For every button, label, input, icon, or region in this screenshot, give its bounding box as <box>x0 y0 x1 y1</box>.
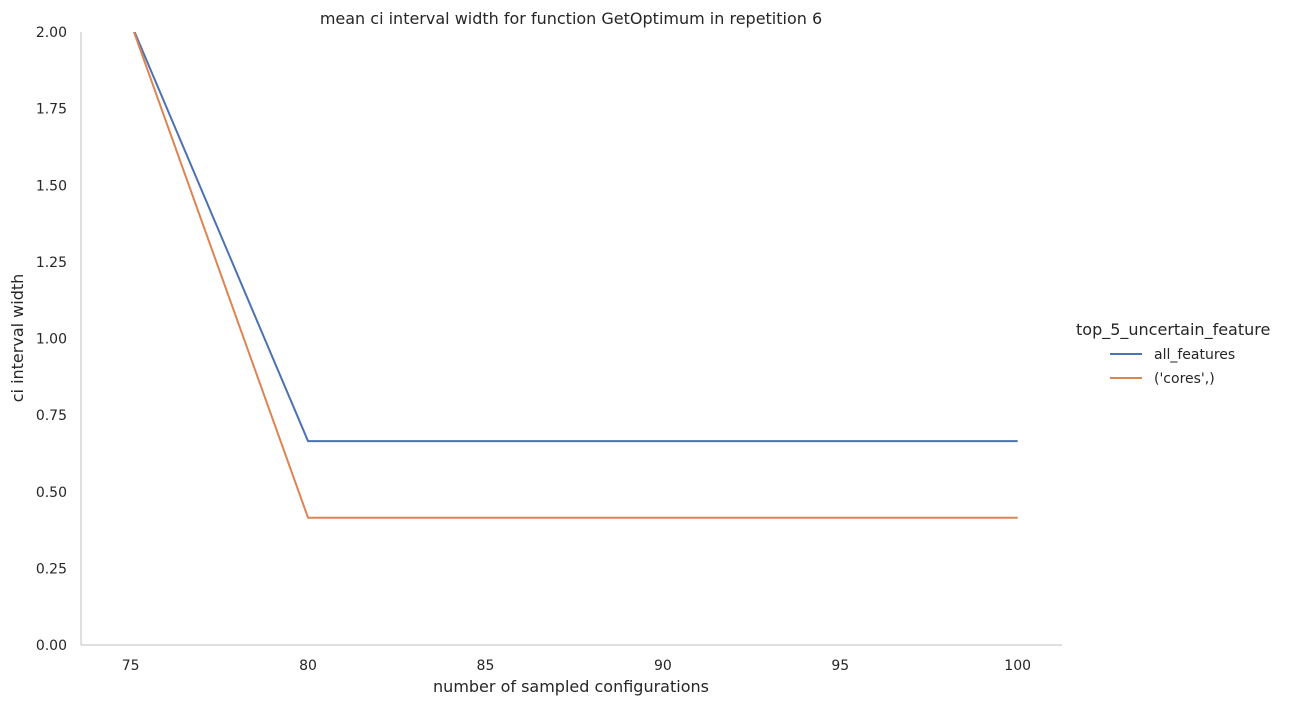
y-ticks: 0.00 0.25 0.50 0.75 1.00 1.25 1.50 1.75 2.00 <box>36 25 67 654</box>
legend-items: all_features ('cores',) <box>1110 347 1235 387</box>
legend-label-0: all_features <box>1154 347 1235 363</box>
series-line-0 <box>133 32 1018 443</box>
x-ticks: 75 80 85 90 95 100 <box>122 658 1031 674</box>
y-axis-label: ci interval width <box>8 274 27 403</box>
y-tick-label: 1.50 <box>36 178 67 194</box>
y-tick-label: 1.00 <box>36 332 67 348</box>
y-tick-label: 0.25 <box>36 561 67 577</box>
y-tick-label: 0.50 <box>36 485 67 501</box>
y-tick-label: 1.25 <box>36 255 67 271</box>
y-tick-label: 2.00 <box>36 25 67 41</box>
series-line-1 <box>132 32 1018 519</box>
x-tick-label: 100 <box>1004 658 1031 674</box>
series-group <box>132 32 1018 519</box>
x-tick-label: 75 <box>122 658 140 674</box>
x-axis-label: number of sampled configurations <box>433 677 709 696</box>
x-tick-label: 85 <box>477 658 495 674</box>
y-tick-label: 0.75 <box>36 408 67 424</box>
x-tick-label: 90 <box>654 658 672 674</box>
x-tick-label: 80 <box>299 658 317 674</box>
legend: top_5_uncertain_feature all_features ('co… <box>1076 320 1270 387</box>
legend-label-1: ('cores',) <box>1154 371 1215 387</box>
axes <box>80 32 1062 646</box>
chart-title: mean ci interval width for function GetO… <box>320 9 822 28</box>
x-tick-label: 95 <box>831 658 849 674</box>
legend-title: top_5_uncertain_feature <box>1076 320 1270 340</box>
y-tick-label: 1.75 <box>36 102 67 118</box>
y-tick-label: 0.00 <box>36 638 67 654</box>
